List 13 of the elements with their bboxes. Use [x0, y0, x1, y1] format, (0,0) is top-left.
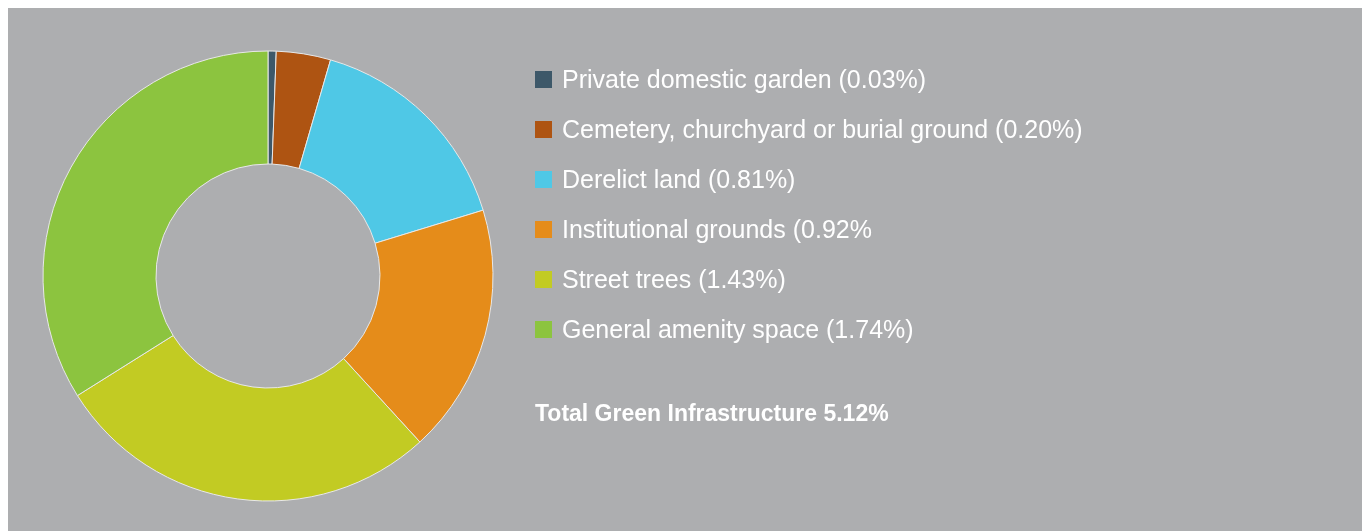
- data-label: (0.20%): [995, 114, 1083, 143]
- data-label: (1.74%): [826, 314, 914, 343]
- legend-label: Private domestic garden: [562, 64, 832, 93]
- legend-label: General amenity space: [562, 314, 820, 343]
- legend-label: Cemetery, churchyard or burial ground: [562, 114, 989, 143]
- data-label: (0.81%): [707, 164, 796, 193]
- data-label: (0.92%: [792, 214, 872, 243]
- legend-label: Institutional grounds: [562, 214, 786, 243]
- legend-label: Street trees: [562, 264, 692, 293]
- data-label: (0.03%): [838, 64, 927, 93]
- data-label: (1.43%): [698, 264, 786, 293]
- text: Total Green Infrastructure 5.12%: [535, 400, 889, 427]
- legend-label: Derelict land: [562, 164, 701, 193]
